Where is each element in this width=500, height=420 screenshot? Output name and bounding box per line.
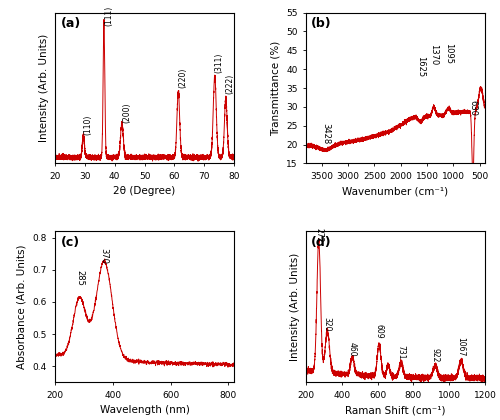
- X-axis label: Wavelength (nm): Wavelength (nm): [100, 405, 190, 415]
- X-axis label: Raman Shift (cm⁻¹): Raman Shift (cm⁻¹): [345, 405, 446, 415]
- Y-axis label: Intensity (Arb. Units): Intensity (Arb. Units): [40, 34, 50, 142]
- Text: 609: 609: [374, 325, 384, 339]
- Text: 320: 320: [323, 318, 332, 332]
- Text: 731: 731: [396, 345, 406, 359]
- Text: (200): (200): [122, 102, 131, 123]
- Text: (a): (a): [60, 17, 80, 30]
- Text: 1095: 1095: [444, 42, 453, 63]
- Text: 285: 285: [75, 270, 84, 286]
- Text: (110): (110): [84, 114, 92, 135]
- Y-axis label: Intensity (Arb. Units): Intensity (Arb. Units): [290, 253, 300, 361]
- X-axis label: Wavenumber (cm⁻¹): Wavenumber (cm⁻¹): [342, 186, 448, 196]
- Text: 1625: 1625: [416, 56, 425, 77]
- X-axis label: 2θ (Degree): 2θ (Degree): [114, 186, 176, 196]
- Text: 370: 370: [100, 248, 108, 264]
- Y-axis label: Absorbance (Arb. Units): Absorbance (Arb. Units): [16, 244, 26, 369]
- Text: (311): (311): [215, 52, 224, 73]
- Text: (c): (c): [60, 236, 80, 249]
- Text: (220): (220): [178, 68, 188, 88]
- Text: 630: 630: [468, 100, 477, 116]
- Text: (d): (d): [311, 236, 332, 249]
- Text: (222): (222): [226, 74, 235, 94]
- Text: 1370: 1370: [430, 44, 438, 66]
- Text: (b): (b): [311, 17, 332, 30]
- Text: (111): (111): [104, 6, 113, 26]
- Y-axis label: Transmittance (%): Transmittance (%): [270, 40, 280, 136]
- Text: 922: 922: [430, 348, 440, 362]
- Text: 1067: 1067: [456, 337, 466, 356]
- Text: 272: 272: [314, 228, 323, 243]
- Text: 3428: 3428: [321, 123, 330, 144]
- Text: 460: 460: [348, 342, 357, 356]
